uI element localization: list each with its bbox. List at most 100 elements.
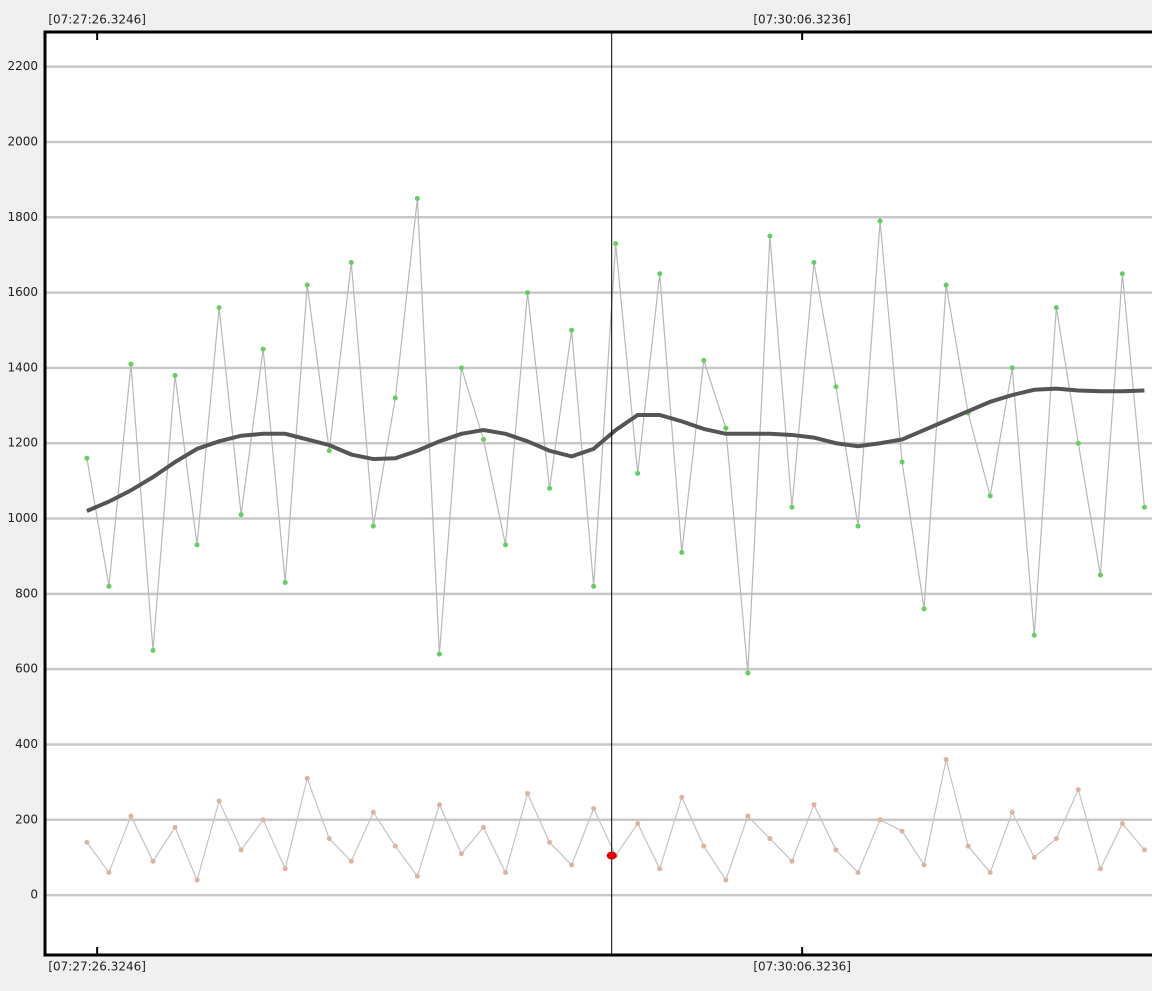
point bbox=[1119, 821, 1125, 827]
point bbox=[1053, 836, 1059, 842]
y-tick-label: 1400 bbox=[7, 360, 38, 374]
point bbox=[767, 233, 773, 239]
y-tick-label: 400 bbox=[15, 737, 38, 751]
point bbox=[569, 862, 575, 868]
point bbox=[304, 775, 310, 781]
point bbox=[150, 647, 156, 653]
point bbox=[172, 824, 178, 830]
point bbox=[326, 448, 332, 454]
point bbox=[811, 802, 817, 808]
y-tick-label: 600 bbox=[15, 662, 38, 676]
y-tick-label: 0 bbox=[30, 888, 38, 902]
point bbox=[679, 549, 685, 555]
y-tick-label: 800 bbox=[15, 586, 38, 600]
point bbox=[216, 305, 222, 311]
y-tick-label: 2000 bbox=[7, 134, 38, 148]
point bbox=[877, 218, 883, 224]
point bbox=[436, 651, 442, 657]
x-tick-label: [07:30:06.3236] bbox=[753, 960, 851, 974]
point bbox=[789, 858, 795, 864]
point bbox=[547, 839, 553, 845]
point bbox=[260, 817, 266, 823]
cursor-point bbox=[606, 851, 617, 860]
point bbox=[106, 870, 112, 876]
point bbox=[414, 195, 420, 201]
point bbox=[635, 470, 641, 476]
point bbox=[723, 877, 729, 883]
point bbox=[833, 384, 839, 390]
y-tick-label: 1200 bbox=[7, 436, 38, 450]
point bbox=[525, 790, 531, 796]
point bbox=[855, 523, 861, 529]
point bbox=[899, 828, 905, 834]
y-tick-label: 2200 bbox=[7, 59, 38, 73]
point bbox=[150, 858, 156, 864]
point bbox=[414, 873, 420, 879]
y-tick-label: 1800 bbox=[7, 210, 38, 224]
point bbox=[789, 504, 795, 510]
point bbox=[370, 523, 376, 529]
point bbox=[987, 870, 993, 876]
y-tick-label: 1600 bbox=[7, 285, 38, 299]
point bbox=[635, 821, 641, 827]
point bbox=[304, 282, 310, 288]
point bbox=[833, 847, 839, 853]
trend-line bbox=[86, 386, 1145, 513]
point bbox=[591, 583, 597, 589]
point bbox=[348, 259, 354, 265]
point bbox=[679, 794, 685, 800]
point bbox=[701, 357, 707, 363]
point bbox=[238, 847, 244, 853]
point bbox=[370, 809, 376, 815]
plot-area bbox=[45, 32, 1152, 955]
point bbox=[128, 361, 134, 367]
point bbox=[965, 843, 971, 849]
point bbox=[921, 862, 927, 868]
point bbox=[480, 824, 486, 830]
point bbox=[503, 542, 509, 548]
point bbox=[943, 282, 949, 288]
point bbox=[657, 866, 663, 872]
point bbox=[172, 372, 178, 378]
point bbox=[525, 290, 531, 296]
plot bbox=[45, 32, 1152, 955]
point bbox=[348, 858, 354, 864]
point bbox=[943, 757, 949, 763]
point bbox=[1119, 271, 1125, 277]
point bbox=[987, 493, 993, 499]
point bbox=[745, 813, 751, 819]
point bbox=[194, 877, 200, 883]
point bbox=[547, 485, 553, 491]
point bbox=[128, 813, 134, 819]
point bbox=[1097, 866, 1103, 872]
point bbox=[613, 241, 619, 247]
point bbox=[745, 670, 751, 676]
point bbox=[1031, 854, 1037, 860]
point bbox=[701, 843, 707, 849]
x-tick-label: [07:27:26.3246] bbox=[48, 960, 146, 974]
point bbox=[1053, 305, 1059, 311]
point bbox=[216, 798, 222, 804]
point bbox=[591, 806, 597, 812]
point bbox=[723, 425, 729, 431]
point bbox=[436, 802, 442, 808]
point bbox=[657, 271, 663, 277]
point bbox=[1009, 809, 1015, 815]
point bbox=[194, 542, 200, 548]
x-tick-label: [07:27:26.3246] bbox=[48, 13, 146, 27]
point bbox=[899, 459, 905, 465]
point bbox=[282, 580, 288, 586]
plot-frame bbox=[43, 30, 1152, 957]
point bbox=[877, 817, 883, 823]
point bbox=[392, 843, 398, 849]
point bbox=[1097, 572, 1103, 578]
point bbox=[392, 395, 398, 401]
point bbox=[326, 836, 332, 842]
point bbox=[1141, 847, 1147, 853]
point bbox=[569, 327, 575, 333]
point bbox=[260, 346, 266, 352]
point bbox=[282, 866, 288, 872]
point bbox=[84, 455, 90, 461]
point bbox=[811, 259, 817, 265]
